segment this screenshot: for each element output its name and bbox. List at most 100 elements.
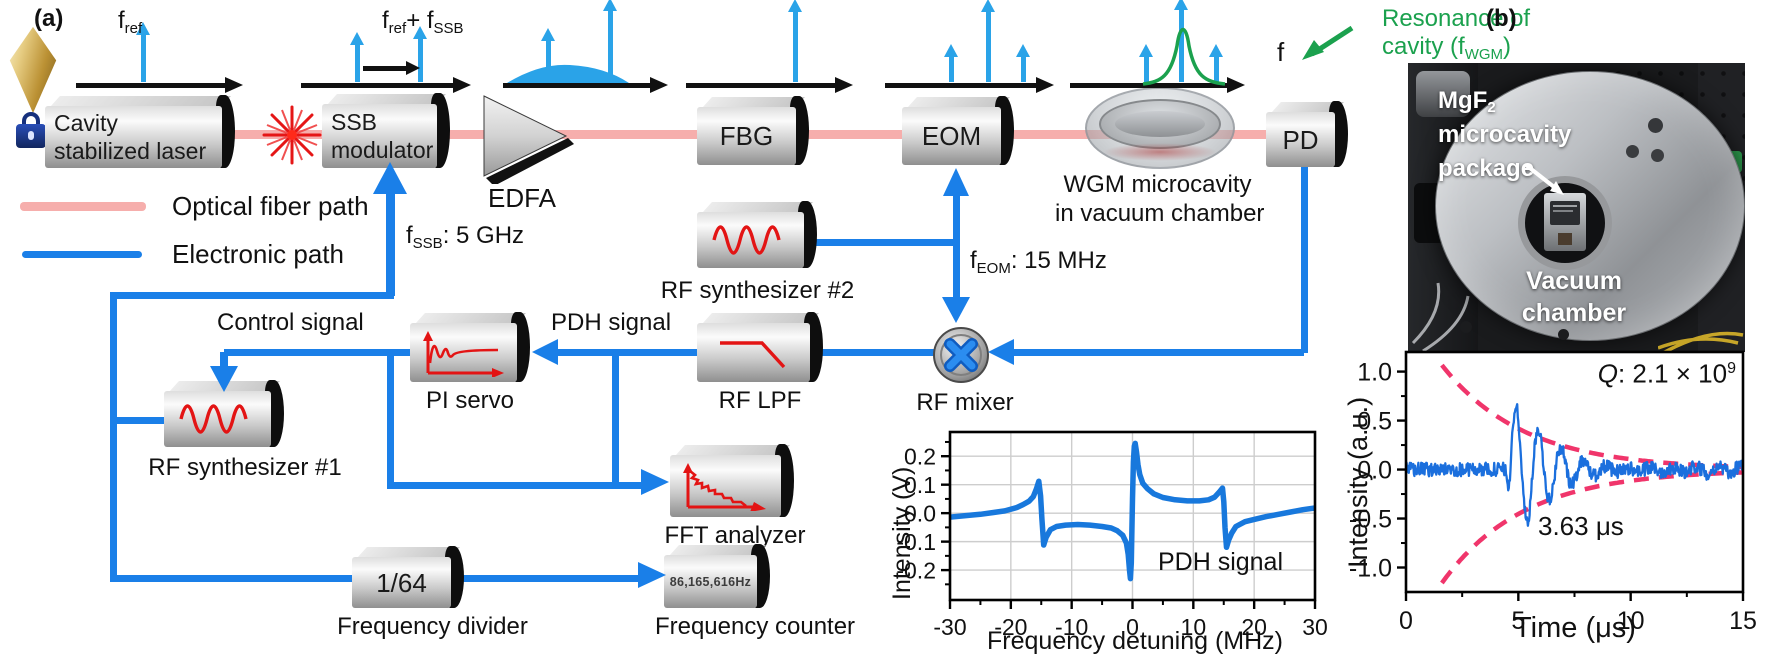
svg-text:-0.2: -0.2 [896,557,936,583]
svg-text:10: 10 [1181,614,1207,640]
yellow-fiber [1658,331,1744,352]
wire-synth1-bus [111,417,166,424]
svg-text:-10: -10 [1055,614,1088,640]
ase-spectrum-hump [507,64,629,83]
spectral-line-small [541,28,555,82]
fft-analyzer-box [670,444,794,518]
spectral-line-tall [603,0,617,82]
pdh-yaxis-title: Intensity (V) [888,466,916,600]
rf-synthesizer-1-box [164,380,284,448]
edfa-label: EDFA [488,183,556,213]
wire-control [224,349,414,356]
package-pointer-arrow [1524,163,1564,195]
ssb-modulator-box: SSB modulator [322,93,450,169]
rf-mixer-label: RF mixer [916,389,1014,416]
arrow-into-pi-servo [532,339,558,365]
wgm-label: WGM microcavity in vacuum chamber [1055,170,1264,228]
frequency-shift-arrow [363,61,420,75]
spectral-line-fssb [413,26,427,82]
eom-sideband-left [944,44,958,82]
wire-to-counter [462,575,640,582]
svg-text:0.0: 0.0 [1357,457,1392,485]
fbg-label: FBG [719,121,774,151]
eom-sideband-right [1016,44,1030,82]
spectrum-axis-4 [686,77,853,93]
eom-carrier [981,0,995,82]
q-factor-label: Q: 2.1 × 109 [1597,358,1736,389]
svg-text:15: 15 [1729,607,1757,635]
spectrum-axis-5 [885,77,1054,93]
ssb-label-line2: modulator [331,137,434,163]
svg-text:1.0: 1.0 [1357,359,1392,387]
wire-to-divider [110,575,356,582]
spectrum-axis-6 [1070,77,1245,93]
legend-electronic-swatch [22,251,142,258]
laser-label-line2: stabilized laser [54,138,207,164]
wire-left-bus [110,292,117,582]
spectrum-axis-2 [301,77,471,93]
vacuum-label-line1: Vacuum [1526,267,1622,295]
laser-label-line1: Cavity [54,110,118,136]
pd-label: PD [1282,124,1319,155]
panel-b-label: (b) [1486,5,1517,32]
svg-text:5: 5 [1511,607,1525,635]
rf-synthesizer-2-box [697,201,817,269]
arrow-into-mixer-right [988,339,1014,365]
edfa-amplifier-icon [483,95,574,184]
svg-text:20: 20 [1241,614,1267,640]
counter-display: 86,165,616Hz [669,574,752,589]
fbg-box: FBG [697,96,809,166]
cavity-stabilized-laser-box: Cavity stabilized laser [45,95,235,169]
flange-hole-1 [1648,118,1663,133]
spectrum-axis-3 [503,77,668,93]
resonance-label-line2: cavity (fWGM) [1382,33,1512,63]
resonance-curve [1142,27,1226,86]
pi-servo-box [410,312,530,383]
divider-ratio: 1/64 [376,567,427,598]
wire-to-fft [387,482,643,489]
vacuum-label-line2: chamber [1521,299,1627,327]
ringdown-xaxis-title: Time (μs) [1514,612,1636,644]
svg-text:0: 0 [1126,614,1139,640]
wire-pdh-tap [612,352,619,486]
pd-box: PD [1266,101,1348,168]
flange-bolt-1 [1460,321,1472,333]
microcavity-package [1544,193,1586,251]
mgf2-label-line1: MgF2 [1438,87,1496,116]
svg-text:10: 10 [1617,607,1645,635]
flange-hole-2 [1626,145,1639,158]
pdh-chart: -30 -20 -10 0 10 20 30 0.2 0.10.0 -0.1-0.2 [896,430,1328,640]
svg-text:-0.1: -0.1 [896,529,936,555]
wire-pd-to-mixer [1008,349,1304,356]
ringdown-yaxis-title: Intensity (a.u.) [1343,396,1373,568]
arrow-into-ssb [373,162,407,194]
svg-text:0: 0 [1399,607,1413,635]
fref-label: fref [118,7,143,37]
mgf2-label-line2: microcavity [1438,121,1572,148]
eom-box: EOM [902,96,1014,166]
rf-lpf-box [697,312,823,383]
pdh-xaxis-title: Frequency detuning (MHz) [987,627,1283,655]
sine-wave-icon [711,225,781,255]
spectral-line-fref [136,22,150,82]
cavity-carrier [1174,0,1188,82]
resonance-pointer-arrow [1302,25,1354,60]
svg-text:0.1: 0.1 [904,472,936,498]
ssb-label-line1: SSB [331,109,378,135]
legend-optical-label: Optical fiber path [172,191,369,221]
wgm-label-line2: in vacuum chamber [1055,200,1265,227]
low-pass-filter-icon [719,340,785,368]
rf-mixer-icon [933,327,989,383]
svg-text:0.2: 0.2 [904,443,936,469]
rf-synthesizer-2-label: RF synthesizer #2 [660,277,855,304]
rf-lpf-label: RF LPF [718,387,802,414]
servo-response-icon [422,330,504,377]
wgm-label-line1: WGM microcavity [1063,171,1252,198]
laser-spark-icon [262,105,322,165]
eom-label: EOM [921,121,982,151]
frequency-divider-label: Frequency divider [337,613,528,640]
pi-servo-label: PI servo [425,387,515,414]
flange-bolt-2 [1558,329,1569,340]
frequency-divider-box: 1/64 [352,546,464,609]
photo-cables [1411,282,1470,352]
